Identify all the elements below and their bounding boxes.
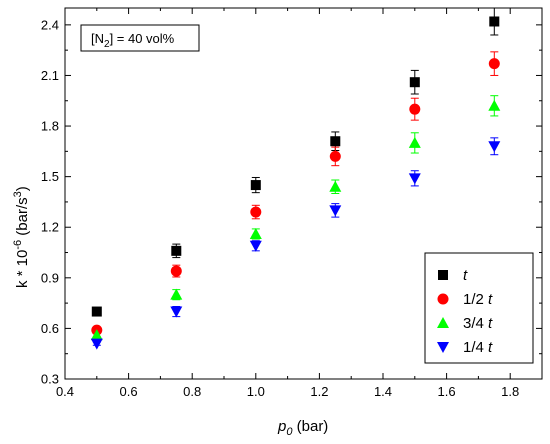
x-axis-label: p0 (bar)	[277, 418, 328, 438]
legend-label: 3/4 t	[463, 315, 493, 332]
legend-label: 1/2 t	[463, 291, 493, 308]
data-point	[329, 180, 342, 192]
data-point	[170, 306, 183, 318]
x-tick-label: 1.2	[310, 384, 328, 399]
y-tick-label: 0.3	[41, 372, 59, 387]
data-point	[249, 240, 262, 252]
data-point	[408, 136, 421, 148]
legend-items: t 1/2 t 3/4 t 1/4 t	[437, 267, 493, 356]
x-tick-label: 1.4	[374, 384, 392, 399]
annotation-text: [N2] = 40 vol%	[91, 31, 175, 50]
data-point	[489, 16, 500, 27]
legend-label: 1/4 t	[463, 339, 493, 356]
axis-ticks: 0.4 0.6 0.8 1.0 1.2 1.4 1.6 1.8 0.3 0.6 0.9 1.2 1.5 1…	[41, 8, 542, 399]
y-tick-label: 2.4	[41, 17, 59, 32]
data-point	[488, 141, 501, 153]
x-tick-label: 1.6	[438, 384, 456, 399]
y-tick-label: 1.5	[41, 169, 59, 184]
data-point	[90, 338, 103, 350]
y-tick-label: 0.9	[41, 270, 59, 285]
x-tick-label: 0.6	[120, 384, 138, 399]
y-tick-label: 0.6	[41, 321, 59, 336]
data-point	[250, 180, 261, 191]
data-point	[488, 99, 501, 111]
data-point	[249, 227, 262, 239]
data-point	[488, 58, 500, 70]
y-tick-label: 1.2	[41, 220, 59, 235]
data-point	[91, 306, 102, 317]
legend: t 1/2 t 3/4 t 1/4 t	[424, 252, 534, 364]
data-point	[90, 329, 103, 341]
legend-marker	[437, 317, 449, 328]
annotation-frame	[80, 24, 200, 52]
y-axis-label: k * 10-6 (bar/s3)	[12, 186, 31, 288]
data-point	[170, 265, 182, 277]
data-point	[409, 77, 420, 88]
x-tick-label: 0.8	[183, 384, 201, 399]
y-tick-label: 1.8	[41, 119, 59, 134]
plot-frame	[64, 7, 543, 380]
data-point	[170, 288, 183, 300]
data-point	[329, 150, 341, 162]
data-point	[171, 245, 182, 256]
y-tick-label: 2.1	[41, 68, 59, 83]
data-point	[408, 173, 421, 185]
annotation-box: [N2] = 40 vol%	[80, 24, 200, 52]
legend-marker	[438, 270, 448, 280]
legend-marker	[437, 342, 449, 353]
legend-label: t	[463, 267, 468, 284]
x-tick-label: 0.4	[56, 384, 74, 399]
data-point	[330, 136, 341, 147]
x-tick-label: 1.8	[501, 384, 519, 399]
data-point	[329, 205, 342, 217]
legend-marker	[437, 293, 449, 305]
data-point	[250, 206, 262, 218]
data-markers	[90, 16, 501, 350]
data-point	[409, 103, 421, 115]
x-tick-label: 1.0	[247, 384, 265, 399]
